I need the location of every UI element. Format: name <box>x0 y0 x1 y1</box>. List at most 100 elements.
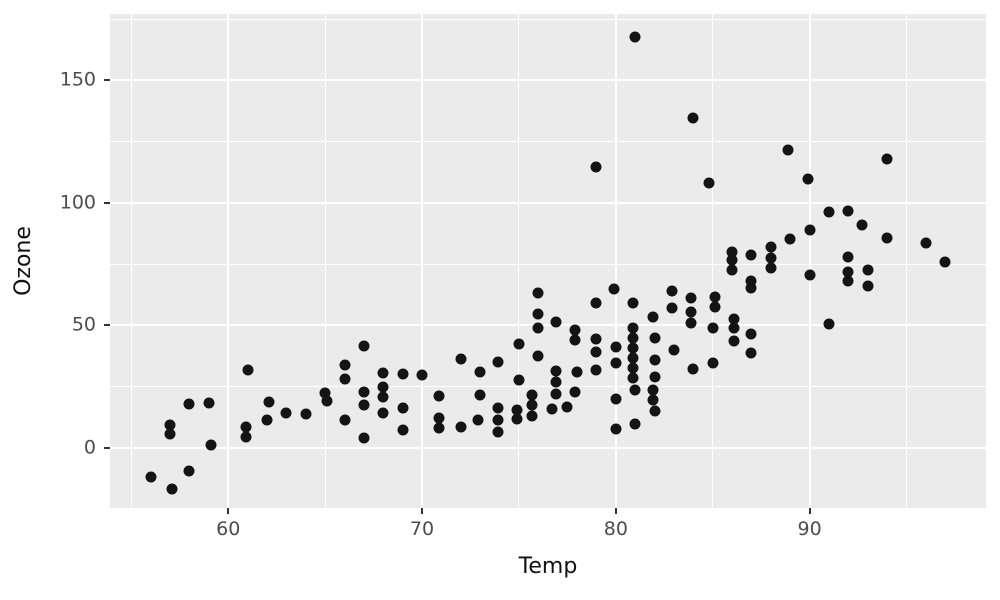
y-tick-label: 100 <box>59 191 96 214</box>
data-point <box>590 364 602 376</box>
data-point <box>804 224 816 236</box>
data-point <box>703 177 715 189</box>
y-tick-mark <box>104 446 110 449</box>
data-point <box>629 384 641 396</box>
data-point <box>242 364 254 376</box>
data-point <box>726 254 738 266</box>
data-point <box>511 413 523 425</box>
v-gridline-major <box>614 14 617 508</box>
data-point <box>474 366 486 378</box>
data-point <box>397 424 409 436</box>
data-point <box>339 373 350 385</box>
data-point <box>590 346 602 358</box>
h-gridline-major <box>110 446 986 449</box>
data-point <box>856 219 868 231</box>
data-point <box>492 356 504 368</box>
y-axis-title: Ozone <box>11 226 36 296</box>
data-point <box>627 372 639 384</box>
data-point <box>881 153 893 165</box>
data-point <box>532 287 544 299</box>
h-gridline-minor <box>110 18 986 20</box>
data-point <box>358 432 370 444</box>
data-point <box>339 414 350 426</box>
y-tick-label: 150 <box>59 68 96 91</box>
data-point <box>842 205 854 217</box>
data-point <box>377 367 389 379</box>
v-gridline-major <box>227 14 230 508</box>
data-point <box>397 402 409 414</box>
data-point <box>492 402 504 414</box>
data-point <box>629 418 641 430</box>
data-point <box>709 291 721 303</box>
data-point <box>745 249 757 261</box>
data-point <box>610 393 622 405</box>
data-point <box>511 404 523 416</box>
data-point <box>397 368 409 380</box>
data-point <box>561 401 573 413</box>
data-point <box>685 317 697 329</box>
data-point <box>842 275 854 287</box>
data-point <box>474 389 486 401</box>
data-point <box>649 354 661 366</box>
data-point <box>377 391 389 403</box>
data-point <box>687 112 699 124</box>
data-point <box>610 357 622 369</box>
data-point <box>280 407 292 419</box>
v-gridline-minor <box>906 14 908 508</box>
data-point <box>416 369 428 381</box>
x-tick-label: 60 <box>216 518 241 540</box>
data-point <box>685 292 697 304</box>
data-point <box>513 338 525 350</box>
data-point <box>532 350 544 362</box>
y-tick-label: 50 <box>71 313 96 336</box>
data-point <box>569 334 581 346</box>
x-tick-mark <box>614 508 617 514</box>
v-gridline-minor <box>324 14 326 508</box>
data-point <box>492 426 504 438</box>
data-point <box>647 384 659 396</box>
data-point <box>550 365 562 377</box>
data-point <box>166 483 178 495</box>
data-point <box>881 232 893 244</box>
data-point <box>649 332 661 344</box>
data-point <box>472 414 484 426</box>
data-point <box>804 269 816 281</box>
data-point <box>300 408 312 420</box>
data-point <box>433 412 445 424</box>
data-point <box>765 262 777 274</box>
h-gridline-minor <box>110 386 986 388</box>
data-point <box>647 394 659 406</box>
data-point <box>765 241 777 253</box>
data-point <box>377 407 389 419</box>
h-gridline-major <box>110 79 986 82</box>
data-point <box>433 422 445 434</box>
y-tick-mark <box>104 201 110 204</box>
data-point <box>263 396 275 408</box>
y-tick-mark <box>104 79 110 82</box>
data-point <box>862 280 874 292</box>
data-point <box>590 161 602 173</box>
data-point <box>707 322 719 334</box>
data-point <box>358 340 370 352</box>
data-point <box>433 390 445 402</box>
data-point <box>627 342 639 354</box>
x-tick-label: 90 <box>797 518 822 540</box>
data-point <box>627 352 639 364</box>
data-point <box>550 316 562 328</box>
v-gridline-minor <box>130 14 132 508</box>
data-point <box>321 395 333 407</box>
x-tick-label: 80 <box>603 518 628 540</box>
data-point <box>728 322 740 334</box>
data-point <box>709 301 721 313</box>
data-point <box>782 144 794 156</box>
data-point <box>649 405 661 417</box>
data-point <box>765 252 777 264</box>
data-point <box>649 371 661 383</box>
x-tick-mark <box>227 508 230 514</box>
data-point <box>261 414 273 426</box>
v-gridline-major <box>808 14 811 508</box>
data-point <box>339 359 350 371</box>
data-point <box>183 398 195 410</box>
data-point <box>842 266 854 278</box>
data-point <box>666 302 678 314</box>
